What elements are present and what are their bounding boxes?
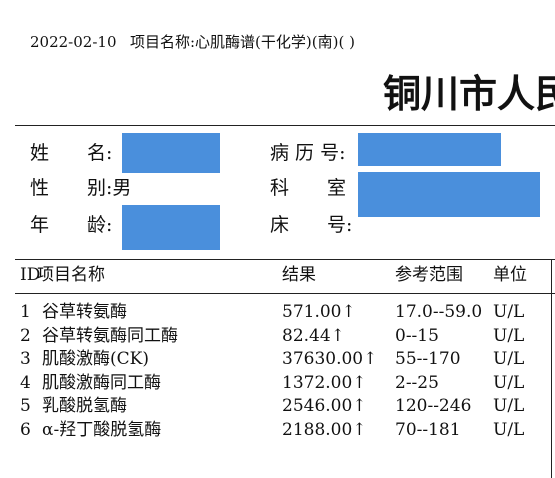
result: 82.44↑: [282, 325, 345, 346]
result: 571.00↑: [282, 302, 356, 322]
border: [551, 260, 552, 478]
redaction: [122, 205, 220, 250]
divider: [15, 259, 555, 260]
sex-label: 性 别:男: [30, 177, 132, 199]
redaction: [358, 133, 501, 166]
divider: [15, 293, 555, 294]
row-id: 3: [20, 349, 31, 369]
row-id: 5: [20, 396, 31, 416]
unit: U/L: [493, 302, 525, 322]
name-label: 姓 名:: [30, 142, 113, 164]
test-name: 谷草转氨酶同工酶: [42, 325, 178, 346]
reference-range: 55--170: [395, 349, 461, 369]
redaction: [122, 133, 220, 173]
test-name: α-羟丁酸脱氢酶: [42, 419, 162, 440]
result: 1372.00↑: [282, 372, 367, 393]
record-label: 病 历 号:: [270, 142, 346, 164]
reference-range: 120--246: [395, 396, 472, 416]
column-header: ID: [20, 265, 41, 285]
divider: [15, 125, 555, 126]
row-id: 2: [20, 325, 31, 346]
result: 2546.00↑: [282, 396, 367, 416]
redaction: [358, 172, 540, 217]
report-date: 2022-02-10: [30, 33, 117, 51]
unit: U/L: [493, 372, 525, 393]
column-header: 项目名称: [37, 265, 105, 285]
column-header: 参考范围: [395, 265, 463, 285]
result: 37630.00↑: [282, 349, 378, 369]
item-name: 项目名称:心肌酶谱(干化学)(南)( ): [130, 33, 355, 51]
row-id: 6: [20, 419, 31, 440]
dept-label: 科 室: [270, 177, 347, 199]
column-header: 结果: [282, 265, 316, 285]
row-id: 4: [20, 372, 31, 393]
test-name: 谷草转氨酶: [42, 302, 127, 322]
test-name: 肌酸激酶同工酶: [42, 372, 161, 393]
reference-range: 0--15: [395, 325, 439, 346]
reference-range: 2--25: [395, 372, 439, 393]
test-name: 肌酸激酶(CK): [42, 349, 149, 369]
age-label: 年 龄:: [30, 214, 113, 236]
unit: U/L: [493, 325, 525, 346]
row-id: 1: [20, 302, 31, 322]
result: 2188.00↑: [282, 419, 367, 440]
bed-label: 床 号:: [270, 214, 353, 236]
column-header: 单位: [493, 265, 527, 285]
unit: U/L: [493, 396, 525, 416]
test-name: 乳酸脱氢酶: [42, 396, 127, 416]
unit: U/L: [493, 349, 525, 369]
unit: U/L: [493, 419, 525, 440]
reference-range: 17.0--59.0: [395, 302, 483, 322]
reference-range: 70--181: [395, 419, 461, 440]
hospital-title: 铜川市人民: [383, 71, 555, 116]
